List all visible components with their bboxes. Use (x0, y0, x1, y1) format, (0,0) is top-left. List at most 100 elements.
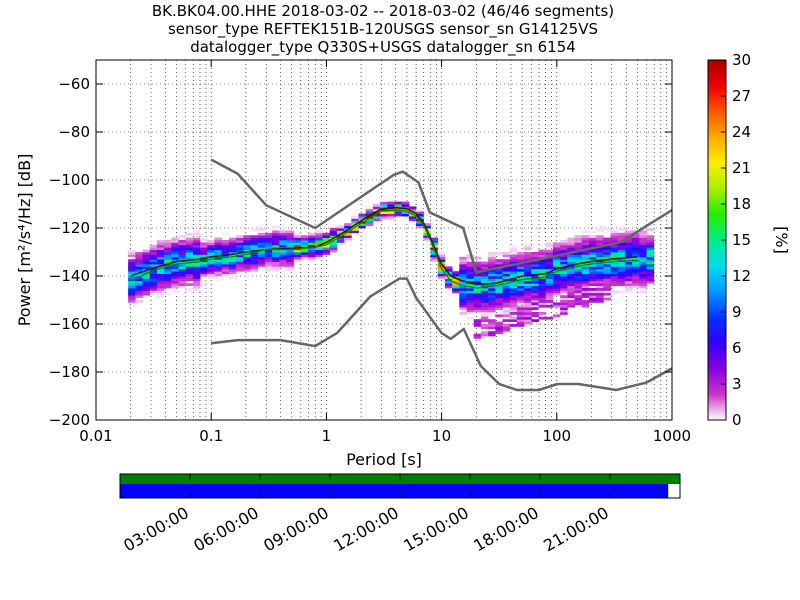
heatmap-cell (300, 252, 309, 255)
heatmap-cell (552, 288, 561, 291)
heatmap-cell (336, 237, 345, 241)
heatmap-cell (617, 271, 626, 274)
heatmap-cell (567, 240, 575, 243)
heatmap-cell (272, 235, 280, 238)
heatmap-cell (286, 266, 295, 270)
heatmap-cell (459, 288, 467, 291)
heatmap-cell (588, 268, 597, 272)
heatmap-cell (596, 300, 604, 303)
heatmap-cell (466, 304, 475, 308)
heatmap-cell (581, 242, 590, 246)
heatmap-cell (142, 292, 151, 296)
time-tick-label: 09:00:00 (260, 503, 332, 555)
heatmap-cell (603, 285, 611, 289)
heatmap-cell (156, 247, 165, 250)
heatmap-cell (473, 278, 482, 282)
heatmap-cell (200, 271, 208, 274)
heatmap-cell (459, 271, 467, 274)
heatmap-cell (531, 268, 539, 272)
heatmap-cell (639, 249, 647, 253)
heatmap-cell (257, 232, 266, 236)
heatmap-cell (567, 292, 575, 296)
heatmap-cell (574, 295, 583, 298)
heatmap-cell (495, 297, 503, 301)
heatmap-cell (531, 276, 539, 279)
heatmap-cell (236, 259, 244, 262)
heatmap-cell (509, 273, 518, 277)
heatmap-cell (444, 280, 453, 284)
heatmap-cell (538, 264, 547, 267)
heatmap-cell (596, 252, 604, 255)
heatmap-cell (524, 302, 532, 306)
heatmap-cell (545, 264, 554, 267)
heatmap-cell (365, 218, 374, 222)
heatmap-cell (632, 235, 640, 238)
heatmap-cell (149, 271, 158, 274)
heatmap-cell (322, 252, 331, 255)
heatmap-cell (459, 292, 467, 296)
heatmap-cell (502, 300, 511, 303)
heatmap-cell (430, 254, 439, 258)
heatmap-cell (531, 297, 539, 301)
heatmap-cell (610, 247, 619, 250)
heatmap-cell (567, 280, 575, 284)
heatmap-cell (221, 266, 230, 270)
heatmap-cell (156, 249, 165, 253)
plot-frame (95, 59, 673, 421)
heatmap-cell (221, 259, 230, 262)
heatmap-cell (495, 292, 503, 296)
heatmap-cell (300, 237, 309, 241)
heatmap-cell (228, 247, 237, 250)
heatmap-cell (286, 232, 295, 236)
heatmap-cell (185, 240, 194, 243)
heatmap-cell (351, 218, 359, 222)
heatmap-cell (156, 259, 165, 262)
heatmap-cell (596, 271, 604, 274)
heatmap-cell (531, 280, 539, 284)
heatmap-cell (437, 254, 446, 258)
heatmap-cell (596, 264, 604, 267)
heatmap-cell (603, 271, 611, 274)
heatmap-cell (394, 204, 403, 207)
heatmap-cell (416, 211, 424, 214)
heatmap-cell (149, 276, 158, 279)
heatmap-cell (459, 283, 467, 286)
heatmap-cell (624, 261, 633, 265)
heatmap-cell (452, 271, 460, 274)
heatmap-cell (365, 223, 374, 226)
heatmap-cell (387, 213, 395, 217)
heatmap-cell (135, 254, 143, 258)
heatmap-cell (178, 242, 187, 246)
heatmap-cell (509, 316, 518, 320)
time-tick-label: 15:00:00 (400, 503, 472, 555)
heatmap-cell (545, 261, 554, 265)
heatmap-cell (488, 326, 496, 330)
heatmap-cell (142, 273, 151, 277)
heatmap-cell (149, 290, 158, 294)
heatmap-cell (495, 290, 503, 294)
heatmap-cell (207, 264, 215, 267)
heatmap-cell (207, 271, 215, 274)
heatmap-cell (624, 285, 633, 289)
heatmap-cell (624, 232, 633, 236)
heatmap-cell (473, 307, 482, 310)
heatmap-cell (610, 290, 619, 294)
heatmap-cell (495, 271, 503, 274)
heatmap-cell (596, 290, 604, 294)
heatmap-cell (509, 324, 518, 327)
colorbar-tick-label: 30 (732, 51, 751, 69)
heatmap-cell (581, 271, 590, 274)
heatmap-cell (646, 252, 655, 255)
heatmap-cell (142, 276, 151, 279)
heatmap-cell (192, 259, 201, 262)
heatmap-cell (516, 312, 525, 315)
heatmap-cell (185, 244, 194, 248)
heatmap-cell (567, 268, 575, 272)
heatmap-cell (372, 218, 381, 222)
heatmap-cell (185, 288, 194, 291)
y-tick-label: −80 (58, 123, 90, 141)
heatmap-cell (516, 309, 525, 313)
heatmap-cell (538, 297, 547, 301)
heatmap-cell (610, 235, 619, 238)
